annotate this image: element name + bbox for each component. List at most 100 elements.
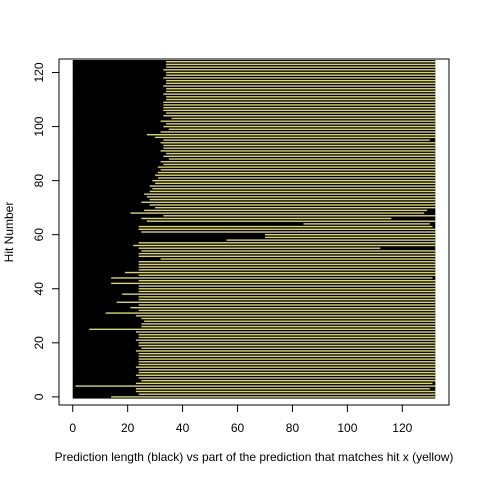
x-axis: 0 20 40 60 80 100 120	[69, 404, 413, 435]
yellow-bar	[163, 85, 436, 87]
yellow-bar	[111, 277, 433, 279]
yellow-bar	[135, 366, 436, 368]
yellow-bar	[135, 339, 436, 341]
yellow-bar	[138, 274, 436, 276]
yellow-bar	[141, 317, 436, 320]
yellow-bar	[138, 266, 436, 268]
yellow-bar	[138, 252, 436, 255]
y-axis-title: Hit Number	[2, 202, 16, 263]
yellow-bar-series	[75, 61, 436, 398]
yellow-bar	[138, 290, 436, 293]
yellow-bar	[135, 331, 436, 333]
yellow-bar	[138, 334, 436, 336]
yellow-bar	[141, 250, 436, 252]
yellow-bar	[160, 120, 436, 122]
yellow-bar	[155, 182, 436, 185]
yellow-bar	[138, 355, 436, 358]
yellow-bar	[149, 190, 436, 193]
yellow-bar	[166, 96, 436, 98]
yellow-bar	[166, 79, 436, 82]
yellow-bar	[303, 223, 430, 225]
yellow-bar	[141, 379, 436, 382]
yellow-bar	[168, 128, 436, 130]
yellow-bar	[141, 347, 436, 349]
yellow-bar	[157, 166, 436, 168]
x-tick-label: 60	[231, 421, 245, 435]
yellow-bar	[116, 301, 436, 303]
yellow-bar	[138, 247, 381, 249]
yellow-bar	[155, 136, 436, 139]
black-bar	[72, 235, 436, 240]
yellow-bar	[163, 144, 436, 147]
y-tick-label: 60	[32, 228, 46, 242]
y-tick-label: 20	[32, 336, 46, 350]
yellow-bar	[138, 358, 436, 360]
yellow-bar	[166, 74, 436, 76]
yellow-bar	[163, 69, 436, 71]
yellow-bar	[171, 117, 436, 120]
yellow-bar	[130, 306, 436, 309]
yellow-bar	[135, 382, 433, 385]
yellow-bar	[166, 66, 436, 68]
yellow-bar	[138, 269, 436, 271]
yellow-bar	[138, 228, 436, 230]
yellow-bar	[138, 285, 436, 287]
yellow-bar	[135, 350, 436, 352]
y-tick-label: 0	[32, 393, 46, 400]
yellow-bar	[166, 61, 436, 63]
yellow-bar	[163, 93, 436, 95]
yellow-bar	[160, 161, 436, 163]
yellow-bar	[163, 106, 436, 109]
yellow-bar	[163, 104, 436, 106]
yellow-bar	[138, 263, 436, 266]
yellow-bar	[168, 158, 436, 160]
yellow-bar	[149, 198, 436, 201]
yellow-bar	[138, 371, 436, 374]
yellow-bar	[166, 123, 436, 125]
yellow-bar	[135, 388, 430, 390]
yellow-bar	[160, 142, 436, 144]
y-tick-label: 80	[32, 174, 46, 188]
yellow-bar	[133, 244, 436, 247]
yellow-bar	[138, 288, 436, 290]
yellow-bar	[111, 396, 436, 398]
yellow-bar	[163, 155, 436, 158]
yellow-bar	[138, 242, 436, 244]
yellow-bar	[138, 309, 436, 312]
yellow-bar	[141, 325, 436, 328]
yellow-bar	[166, 71, 436, 74]
yellow-bar	[144, 209, 428, 212]
yellow-bar	[163, 215, 436, 217]
yellow-bar	[135, 374, 436, 376]
y-tick-label: 100	[32, 116, 46, 136]
yellow-bar	[160, 150, 436, 152]
yellow-bar	[138, 352, 436, 355]
yellow-bar	[166, 152, 436, 155]
yellow-bar	[138, 255, 436, 258]
yellow-bar	[146, 133, 436, 136]
yellow-bar	[144, 320, 436, 322]
yellow-bar	[226, 239, 436, 241]
yellow-bar	[141, 217, 392, 220]
yellow-bar	[146, 196, 436, 198]
yellow-bar	[141, 201, 436, 203]
yellow-bar	[157, 177, 436, 179]
yellow-bar	[160, 258, 436, 260]
yellow-bar	[138, 261, 436, 263]
yellow-bar	[163, 163, 436, 166]
yellow-bar	[130, 212, 425, 214]
yellow-bar	[163, 109, 436, 112]
yellow-bar	[138, 393, 436, 395]
yellow-bar	[138, 361, 436, 363]
yellow-bar	[163, 125, 436, 128]
yellow-bar	[166, 112, 436, 114]
yellow-bar	[160, 131, 436, 133]
yellow-bar	[122, 293, 436, 295]
yellow-bar	[138, 336, 436, 339]
yellow-bar	[75, 385, 436, 387]
yellow-bar	[138, 342, 436, 344]
x-tick-label: 100	[337, 421, 357, 435]
yellow-bar	[138, 304, 436, 306]
yellow-bar	[124, 271, 436, 274]
